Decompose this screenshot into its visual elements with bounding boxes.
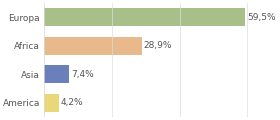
Bar	[44, 37, 142, 55]
Text: 4,2%: 4,2%	[60, 98, 83, 107]
Bar	[44, 94, 59, 112]
Text: 28,9%: 28,9%	[144, 41, 172, 50]
Text: 59,5%: 59,5%	[247, 13, 276, 22]
Text: 7,4%: 7,4%	[71, 70, 94, 79]
Bar	[44, 8, 245, 26]
Bar	[44, 65, 69, 83]
